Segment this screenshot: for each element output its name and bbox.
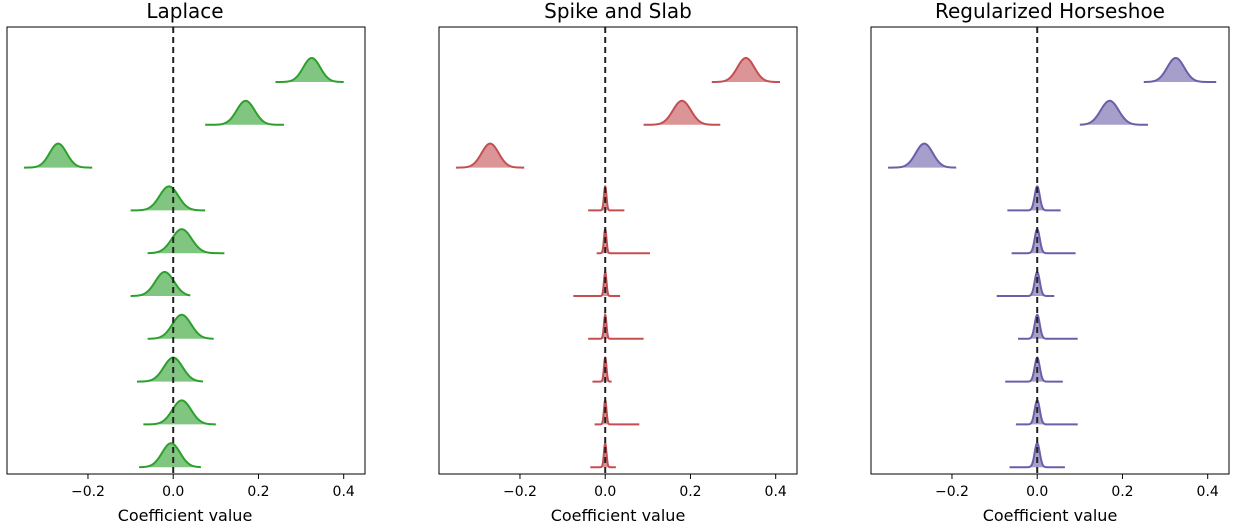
x-axis-label: Coefficient value [983,506,1118,525]
x-tick-label: 0.0 [1026,484,1048,500]
ridge-outline [136,356,204,383]
ridge-fill [205,100,285,125]
x-tick-label: 0.4 [333,484,355,500]
ridge-fill [711,58,780,82]
ridge-outline [205,99,285,126]
ridge-fill [139,443,201,468]
ridge-outline [143,399,216,426]
ridge-outline [711,56,780,83]
ridge-outline [996,270,1055,297]
ridge-fill [1079,100,1149,125]
x-ticks: −0.2 0.0 0.2 0.4 [935,474,1219,500]
ridge-fill [1005,357,1063,382]
chart-title: Spike and Slab [544,0,692,23]
panel-laplace: Laplace −0.2 0.0 0.2 0.4 Coefficient value [6,0,366,525]
ridge-fill [594,400,640,425]
x-tick-label: 0.2 [1111,484,1133,500]
ridge-outline [594,398,640,426]
ridge-outline [588,312,644,340]
ridge-outline [147,228,225,255]
ridge-fill [130,272,191,296]
x-tick-label: 0.0 [594,484,616,500]
ridge-fill [1007,186,1061,211]
plot-frame [438,26,798,475]
ridge-outline [147,313,214,340]
plot-frame [870,26,1230,475]
panel-spike-and-slab: Spike and Slab −0.2 0.0 0.2 0.4 Coefficient… [438,0,798,525]
chart-title: Laplace [146,0,223,23]
ridge-group [888,57,1217,469]
ridge-outline [1143,57,1217,83]
ridge-fill [1015,400,1078,425]
x-tick-label: −0.2 [503,484,537,500]
ridge-outline [24,142,93,169]
ridge-fill [1009,443,1065,468]
ridge-outline [130,185,206,212]
ridge-fill [588,314,644,339]
ridge-fill [1018,314,1078,339]
x-ticks: −0.2 0.0 0.2 0.4 [71,474,355,500]
ridge-fill [275,58,344,82]
ridge-outline [139,442,201,469]
plot-frame [6,26,366,475]
ridge-outline [592,356,612,383]
ridge-fill [643,100,721,125]
ridge-fill [456,143,525,168]
ridge-outline [1009,442,1065,469]
x-axis-label: Coefficient value [551,506,686,525]
x-tick-label: 0.4 [765,484,787,500]
x-tick-label: 0.0 [162,484,184,500]
chart-title: Regularized Horseshoe [935,0,1165,23]
ridge-outline [588,184,625,212]
ridge-outline [1015,399,1078,426]
ridge-outline [1018,313,1078,340]
ridge-outline [1011,227,1076,255]
ridge-group [456,56,780,469]
ridge-outline [888,142,957,169]
ridge-outline [590,441,616,469]
x-tick-label: 0.2 [679,484,701,500]
ridge-outline [1007,185,1061,212]
ridge-outline [573,269,621,297]
ridge-outline [456,142,525,169]
ridge-fill [136,357,204,382]
ridge-fill [130,186,206,211]
ridge-fill [24,143,93,168]
ridge-outline [643,99,721,126]
panel-regularized-horseshoe: Regularized Horseshoe −0.2 0.0 0.2 0.4 Coef… [870,0,1230,525]
ridge-fill [888,143,957,168]
x-tick-label: −0.2 [71,484,105,500]
ridge-fill [147,314,214,339]
x-axis-label: Coefficient value [118,506,253,525]
ridge-fill [1011,229,1076,254]
ridge-fill [147,229,225,254]
ridge-outline [1005,356,1063,383]
ridge-fill [143,400,216,425]
ridge-outline [1079,99,1149,126]
ridge-outline [130,270,191,297]
x-tick-label: 0.2 [247,484,269,500]
x-ticks: −0.2 0.0 0.2 0.4 [503,474,787,500]
ridge-group [24,56,344,469]
x-tick-label: 0.4 [1197,484,1219,500]
ridge-fill [996,272,1055,296]
ridge-fill [573,272,621,296]
ridge-outline [275,56,344,83]
x-tick-label: −0.2 [935,484,969,500]
